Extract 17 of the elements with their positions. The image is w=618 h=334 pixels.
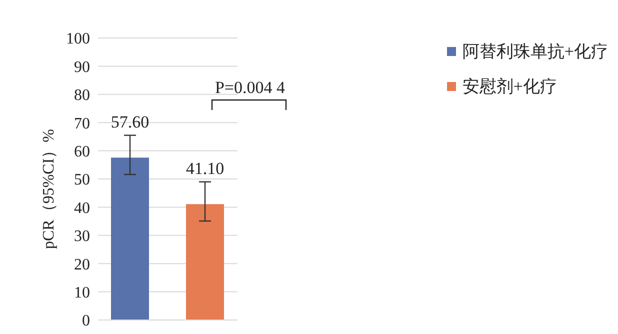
- y-tick-label: 50: [74, 172, 90, 189]
- y-tick-label: 80: [74, 87, 90, 104]
- legend-label: 阿替利珠单抗+化疗: [462, 41, 608, 63]
- y-axis-title: pCR（95%CI）%: [40, 129, 58, 249]
- y-tick-label: 90: [74, 58, 90, 76]
- annotation: P=0.004 4: [214, 78, 286, 98]
- y-tick-label: 30: [74, 228, 90, 246]
- legend-label: 安慰剂+化疗: [462, 76, 557, 98]
- y-tick-label: 0: [82, 312, 90, 330]
- y-tick-label: 100: [66, 30, 90, 48]
- data-label: 41.10: [186, 159, 224, 178]
- y-tick-label: 70: [74, 115, 90, 132]
- y-tick-label: 10: [74, 284, 90, 302]
- y-tick-label: 20: [74, 256, 90, 274]
- y-tick-label: 40: [74, 200, 90, 217]
- y-tick-label: 60: [74, 143, 90, 160]
- data-label: 57.60: [110, 112, 150, 132]
